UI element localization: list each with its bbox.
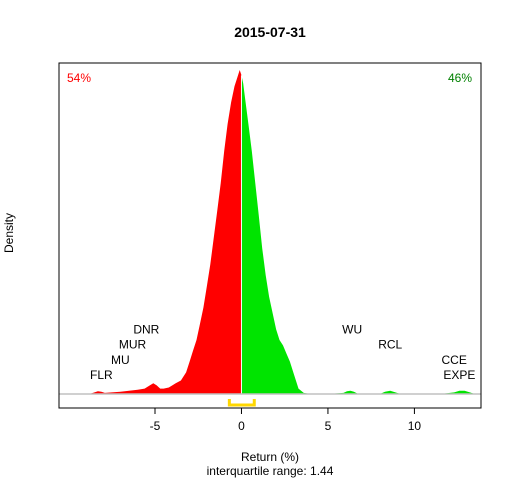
stock-label: MU — [111, 353, 130, 367]
stock-label: FLR — [90, 368, 113, 382]
stock-label: CCE — [442, 353, 467, 367]
positive-percent-label: 46% — [448, 71, 472, 85]
x-tick-label: -5 — [150, 419, 161, 433]
stock-label: MUR — [119, 338, 147, 352]
x-axis-label: Return (%) — [241, 450, 299, 464]
stock-label: WU — [342, 323, 362, 337]
stock-label: EXPE — [443, 368, 475, 382]
x-axis: -5 0 5 10 — [150, 407, 422, 433]
iqr-bracket — [227, 399, 256, 407]
iqr-caption: interquartile range: 1.44 — [207, 464, 334, 478]
stock-label: RCL — [378, 338, 402, 352]
x-tick-label: 5 — [325, 419, 332, 433]
x-tick-label: 0 — [238, 419, 245, 433]
positive-density-area — [241, 75, 475, 395]
stock-label: DNR — [133, 323, 159, 337]
negative-density-area — [89, 70, 242, 394]
chart-title: 2015-07-31 — [234, 24, 306, 40]
negative-percent-label: 54% — [67, 71, 91, 85]
x-tick-label: 10 — [408, 419, 422, 433]
y-axis-label: Density — [2, 213, 16, 253]
